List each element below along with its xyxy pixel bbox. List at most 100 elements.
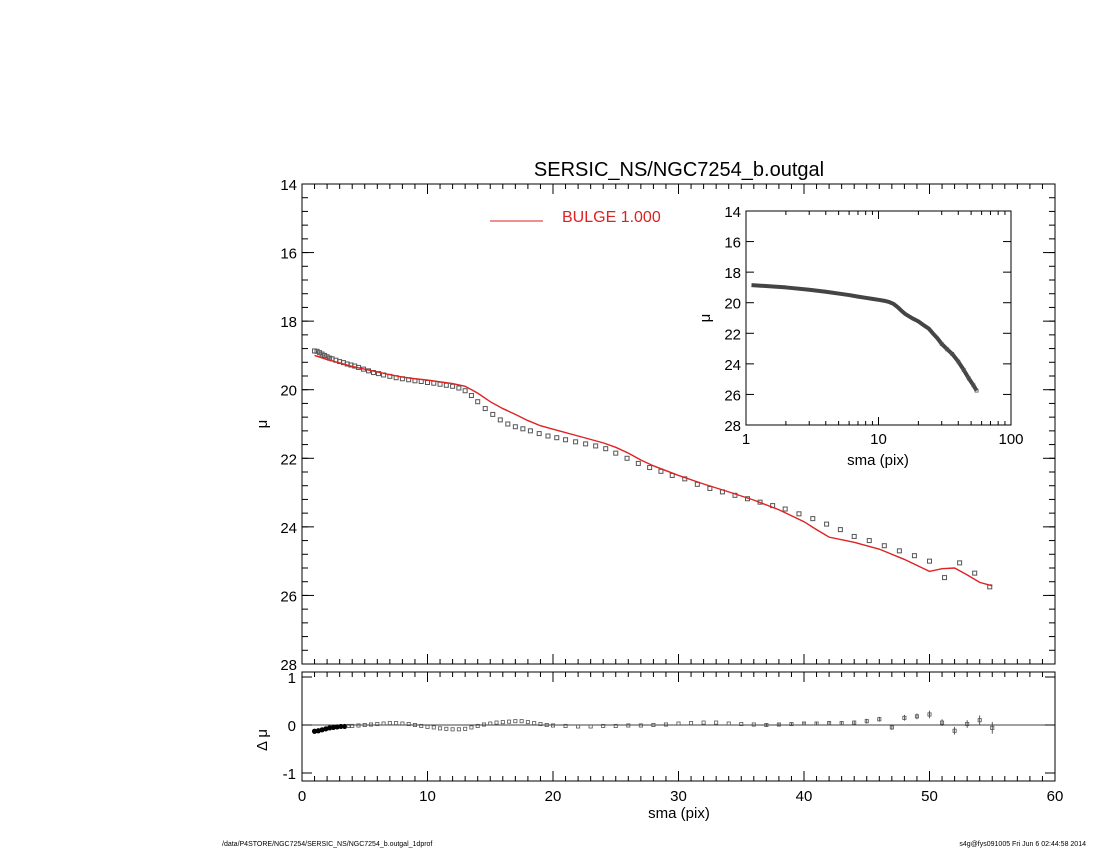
residual-point — [375, 722, 380, 727]
data-point — [583, 441, 589, 447]
footer-timestamp: s4g@fys091005 Fri Jun 6 02:44:58 2014 — [959, 841, 1086, 848]
data-point — [824, 521, 830, 527]
residual-point — [676, 721, 681, 726]
data-point — [475, 399, 481, 405]
data-point — [527, 428, 533, 434]
data-point — [563, 437, 569, 443]
residual-point — [864, 719, 869, 724]
residual-point — [544, 723, 549, 728]
data-point — [536, 431, 542, 437]
data-point — [443, 382, 449, 388]
residual-point — [387, 721, 392, 726]
residual-point — [456, 727, 461, 732]
residual-point — [362, 723, 367, 728]
resid-y-tick-label: -1 — [283, 766, 296, 783]
data-point — [497, 417, 503, 423]
data-point — [437, 381, 443, 387]
residual-point — [519, 719, 524, 724]
x-tick-label: 0 — [298, 788, 306, 805]
inset-data-point — [966, 376, 971, 381]
data-point — [881, 543, 887, 549]
chart-title: SERSIC_NS/NGC7254_b.outgal — [534, 159, 824, 181]
x-tick-label: 60 — [1047, 788, 1064, 805]
residual-plot: 0 10 20 30 40 50 60-101 Δ μ sma (pix) — [254, 670, 1063, 822]
residual-axis-ticks: 0 10 20 30 40 50 60-101 — [283, 670, 1064, 805]
resid-y-tick-label: 0 — [288, 718, 296, 735]
data-point — [866, 538, 872, 544]
residual-point — [814, 721, 819, 726]
residual-point — [902, 715, 907, 720]
residual-point — [927, 712, 932, 717]
residual-point — [394, 721, 399, 726]
inset-plot-frame — [745, 210, 1012, 426]
residual-point — [764, 723, 769, 728]
residual-point — [889, 725, 894, 730]
residual-point — [802, 721, 807, 726]
inset-data-point — [939, 342, 944, 346]
residual-point — [338, 723, 344, 730]
inset-y-axis-label: μ — [697, 314, 714, 323]
inset-x-axis-label: sma (pix) — [847, 452, 909, 469]
footer-file-path: /data/P4STORE/NGC7254/SERSIC_NS/NGC7254_… — [222, 841, 433, 848]
residual-point — [525, 720, 530, 725]
residual-point — [726, 721, 731, 726]
inset-axis-ticks: 1 10 100 14 16 18 20 22 24 26 28 — [724, 204, 1023, 448]
data-point — [927, 558, 932, 564]
residual-point — [425, 724, 430, 729]
residual-point — [739, 722, 744, 727]
data-point — [851, 533, 857, 539]
residual-point — [651, 723, 656, 728]
data-point — [837, 527, 843, 533]
residual-point — [952, 728, 957, 733]
main-axis-ticks: 14 16 18 20 22 24 26 28 — [280, 177, 1056, 674]
data-point — [624, 455, 630, 461]
residual-data-points — [311, 710, 995, 735]
data-point — [462, 388, 468, 394]
residual-point — [450, 727, 455, 732]
main-y-axis-label: μ — [254, 420, 271, 429]
residual-point — [481, 722, 486, 727]
data-point — [322, 352, 328, 358]
inset-profile-line — [751, 283, 979, 392]
legend-label: BULGE 1.000 — [562, 209, 661, 226]
residual-point — [714, 720, 719, 725]
data-point — [635, 460, 641, 466]
inset-y-tick-label: 18 — [724, 265, 741, 282]
x-axis-label: sma (pix) — [648, 805, 710, 822]
data-point — [782, 506, 788, 512]
inset-data-point — [945, 347, 950, 352]
data-point — [796, 511, 802, 517]
residual-point — [576, 724, 581, 729]
inset-y-tick-label: 22 — [724, 326, 741, 343]
data-point — [603, 446, 609, 452]
residual-point — [475, 723, 480, 728]
residual-point — [438, 726, 443, 731]
residual-point — [412, 723, 417, 728]
residual-point — [494, 720, 499, 725]
x-tick-label: 50 — [921, 788, 938, 805]
bulge-model-line — [314, 354, 993, 587]
y-tick-label: 18 — [280, 314, 297, 331]
inset-data-point — [950, 352, 955, 356]
residual-point — [563, 723, 568, 728]
inset-x-tick-label: 10 — [870, 431, 887, 448]
data-point — [505, 421, 511, 427]
residual-point — [444, 726, 449, 731]
data-point — [324, 354, 330, 360]
residual-point — [776, 722, 781, 727]
residual-point — [689, 721, 694, 726]
y-tick-label: 14 — [280, 177, 297, 194]
resid-y-tick-label: 1 — [288, 670, 296, 687]
x-tick-label: 10 — [419, 788, 436, 805]
data-point — [942, 575, 948, 581]
residual-point — [406, 722, 411, 727]
data-point — [319, 351, 325, 357]
residual-point — [751, 722, 756, 727]
inset-data-point — [971, 383, 976, 388]
data-point — [317, 350, 323, 356]
residual-point — [965, 722, 970, 727]
residual-point — [588, 724, 593, 729]
residual-point — [507, 719, 512, 724]
data-point — [911, 553, 917, 559]
residual-point — [346, 723, 351, 728]
